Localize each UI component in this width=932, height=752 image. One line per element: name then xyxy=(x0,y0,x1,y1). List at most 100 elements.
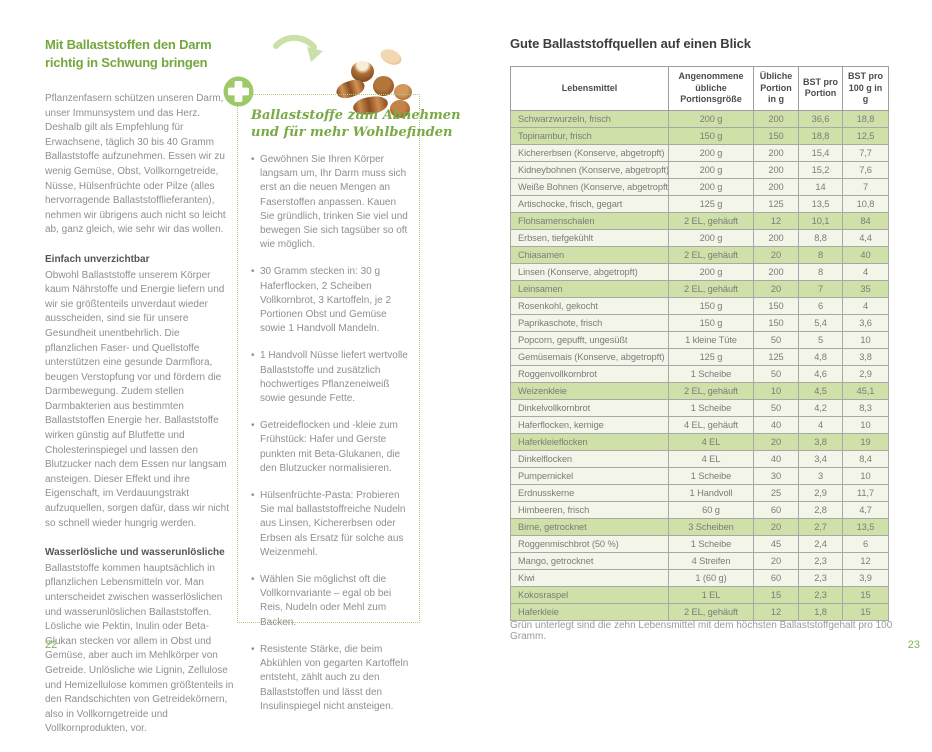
cell-portionsgroesse: 3 Scheiben xyxy=(668,517,754,536)
cell-lebensmittel: Haferflocken, kernige xyxy=(510,415,669,434)
cell-portion-g: 150 xyxy=(753,126,799,145)
cell-portionsgroesse: 2 EL, gehäuft xyxy=(668,245,754,264)
cell-portionsgroesse: 200 g xyxy=(668,160,754,179)
cell-bst-portion: 36,6 xyxy=(798,109,843,128)
cell-lebensmittel: Linsen (Konserve, abgetropft) xyxy=(510,262,669,281)
bullet-marker: • xyxy=(251,154,255,165)
cell-lebensmittel: Kiwi xyxy=(510,568,669,587)
cell-bst-portion: 4,5 xyxy=(798,381,843,400)
fiber-table-body: Schwarzwurzeln, frisch 200 g 200 36,6 18,8 To… xyxy=(510,109,889,621)
cell-bst-portion: 4,2 xyxy=(798,398,843,417)
cell-bst-portion: 7 xyxy=(798,279,843,298)
cell-bst-100g: 3,8 xyxy=(842,347,889,366)
table-row: Himbeeren, frisch 60 g 60 2,8 4,7 xyxy=(510,500,889,519)
column-header: BST pro 100 g in g xyxy=(842,66,889,111)
table-row: Artischocke, frisch, gegart 125 g 125 13,5 1… xyxy=(510,194,889,213)
cell-lebensmittel: Leinsamen xyxy=(510,279,669,298)
table-row: Dinkelvollkornbrot 1 Scheibe 50 4,2 8,3 xyxy=(510,398,889,417)
cell-bst-portion: 3,8 xyxy=(798,432,843,451)
page-number-right: 23 xyxy=(907,639,920,651)
curved-arrow-icon xyxy=(273,33,325,63)
cell-bst-portion: 1,8 xyxy=(798,602,843,621)
cell-portion-g: 200 xyxy=(753,160,799,179)
article-column: Mit Ballaststoffen den Darm richtig in S… xyxy=(45,36,235,752)
column-header: Übliche Portion in g xyxy=(753,66,799,111)
cell-bst-100g: 10 xyxy=(842,415,889,434)
cell-bst-100g: 84 xyxy=(842,211,889,230)
cell-portion-g: 10 xyxy=(753,381,799,400)
cell-bst-portion: 4,6 xyxy=(798,364,843,383)
tip-list-item: • Hülsenfrüchte-Pasta: Probieren Sie mal … xyxy=(251,489,409,560)
section-heading-wasserloeslich: Wasserlösliche und wasserunlösliche xyxy=(45,547,225,559)
table-row: Roggenmischbrot (50 %) 1 Scheibe 45 2,4 6 xyxy=(510,534,889,553)
cell-lebensmittel: Dinkelflocken xyxy=(510,449,669,468)
cell-bst-100g: 7,7 xyxy=(842,143,889,162)
cell-bst-100g: 12 xyxy=(842,551,889,570)
cell-lebensmittel: Schwarzwurzeln, frisch xyxy=(510,109,669,128)
cell-lebensmittel: Roggenmischbrot (50 %) xyxy=(510,534,669,553)
tip-list-item: • Wählen Sie möglichst oft die Vollkornva… xyxy=(251,573,409,630)
cell-bst-100g: 3,6 xyxy=(842,313,889,332)
cell-bst-portion: 13,5 xyxy=(798,194,843,213)
cell-bst-portion: 5,4 xyxy=(798,313,843,332)
table-row: Roggenvollkornbrot 1 Scheibe 50 4,6 2,9 xyxy=(510,364,889,383)
tip-box-heading-line1: Ballaststoffe zum Abnehmen xyxy=(251,108,461,123)
cell-bst-portion: 2,9 xyxy=(798,483,843,502)
tip-text: Hülsenfrüchte-Pasta: Probieren Sie mal b… xyxy=(260,490,406,558)
cell-portion-g: 40 xyxy=(753,449,799,468)
cell-lebensmittel: Weiße Bohnen (Konserve, abgetropft) xyxy=(510,177,669,196)
cell-portion-g: 20 xyxy=(753,279,799,298)
cell-portionsgroesse: 150 g xyxy=(668,126,754,145)
tip-text: Resistente Stärke, die beim Abkühlen von… xyxy=(260,643,409,712)
cell-portionsgroesse: 150 g xyxy=(668,296,754,315)
cell-bst-100g: 35 xyxy=(842,279,889,298)
table-row: Paprikaschote, frisch 150 g 150 5,4 3,6 xyxy=(510,313,889,332)
cell-bst-100g: 8,3 xyxy=(842,398,889,417)
cell-lebensmittel: Flohsamenschalen xyxy=(510,211,669,230)
cell-lebensmittel: Mango, getrocknet xyxy=(510,551,669,570)
cell-portionsgroesse: 1 Scheibe xyxy=(668,466,754,485)
cell-portionsgroesse: 2 EL, gehäuft xyxy=(668,211,754,230)
cell-bst-100g: 15 xyxy=(842,585,889,604)
cell-portion-g: 30 xyxy=(753,466,799,485)
table-row: Haferkleieflocken 4 EL 20 3,8 19 xyxy=(510,432,889,451)
cell-portion-g: 40 xyxy=(753,415,799,434)
cell-bst-100g: 7 xyxy=(842,177,889,196)
table-row: Weizenkleie 2 EL, gehäuft 10 4,5 45,1 xyxy=(510,381,889,400)
table-row: Flohsamenschalen 2 EL, gehäuft 12 10,1 84 xyxy=(510,211,889,230)
cell-portionsgroesse: 200 g xyxy=(668,143,754,162)
fiber-table: Lebensmittel Angenommene übliche Portions… xyxy=(510,66,889,621)
column-header: Lebensmittel xyxy=(510,66,669,111)
nuts-illustration xyxy=(334,46,418,120)
table-row: Chiasamen 2 EL, gehäuft 20 8 40 xyxy=(510,245,889,264)
page-title-line2: richtig in Schwung bringen xyxy=(45,55,208,70)
cell-portion-g: 25 xyxy=(753,483,799,502)
table-row: Haferkleie 2 EL, gehäuft 12 1,8 15 xyxy=(510,602,889,621)
cell-bst-100g: 7,6 xyxy=(842,160,889,179)
cell-bst-100g: 10 xyxy=(842,330,889,349)
bullet-marker: • xyxy=(251,266,255,278)
cell-bst-100g: 4,4 xyxy=(842,228,889,247)
cell-portion-g: 150 xyxy=(753,296,799,315)
cell-portion-g: 50 xyxy=(753,364,799,383)
cell-lebensmittel: Chiasamen xyxy=(510,245,669,264)
tip-text: 1 Handvoll Nüsse liefert wertvolle Balla… xyxy=(260,350,408,405)
cell-portionsgroesse: 200 g xyxy=(668,262,754,281)
cell-portionsgroesse: 4 EL, gehäuft xyxy=(668,415,754,434)
tip-text: Gewöhnen Sie Ihren Körper langsam um, Ih… xyxy=(260,154,408,251)
cell-bst-100g: 8,4 xyxy=(842,449,889,468)
cell-bst-100g: 2,9 xyxy=(842,364,889,383)
cell-bst-portion: 18,8 xyxy=(798,126,843,145)
table-row: Erbsen, tiefgekühlt 200 g 200 8,8 4,4 xyxy=(510,228,889,247)
cell-lebensmittel: Popcorn, gepufft, ungesüßt xyxy=(510,330,669,349)
cell-portionsgroesse: 2 EL, gehäuft xyxy=(668,602,754,621)
page-number-left: 22 xyxy=(45,639,58,651)
cell-bst-100g: 45,1 xyxy=(842,381,889,400)
cell-bst-100g: 12,5 xyxy=(842,126,889,145)
cell-portionsgroesse: 4 EL xyxy=(668,449,754,468)
cell-portion-g: 200 xyxy=(753,143,799,162)
cell-bst-portion: 4 xyxy=(798,415,843,434)
cell-portion-g: 45 xyxy=(753,534,799,553)
table-row: Topinambur, frisch 150 g 150 18,8 12,5 xyxy=(510,126,889,145)
cell-portion-g: 12 xyxy=(753,602,799,621)
